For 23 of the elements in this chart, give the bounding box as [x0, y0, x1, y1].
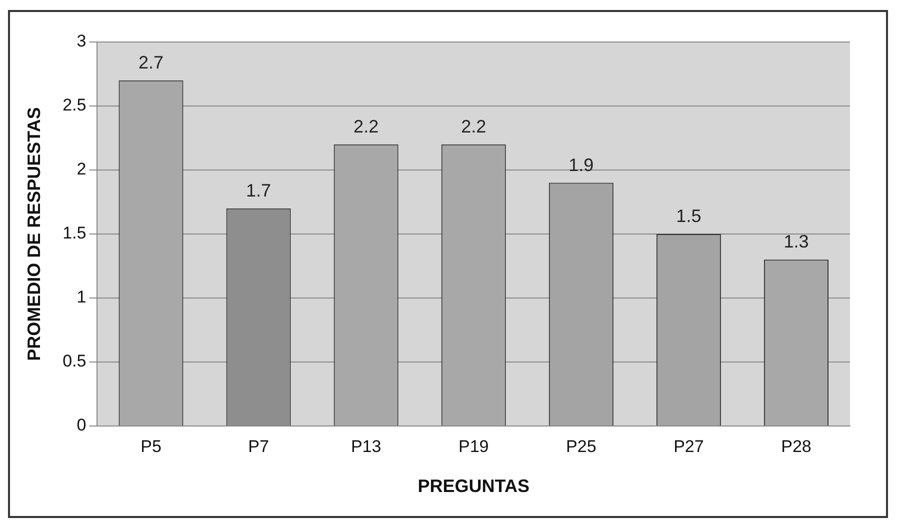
- y-tick-label: 0: [76, 416, 86, 435]
- x-axis-title: PREGUNTAS: [418, 476, 530, 496]
- x-tick-label: P25: [566, 436, 596, 456]
- y-tick-label: 1: [76, 288, 86, 307]
- data-label: 1.7: [246, 180, 272, 200]
- x-tick-label: P5: [140, 436, 162, 456]
- y-tick-label: 3: [76, 32, 86, 51]
- data-label: 2.2: [461, 116, 486, 136]
- data-label: 2.2: [354, 116, 379, 136]
- y-axis-title: PROMEDIO DE RESPUESTAS: [24, 107, 44, 361]
- x-tick-label: P7: [248, 436, 269, 456]
- x-tick-label: P13: [350, 436, 382, 456]
- x-tick-label: P28: [781, 436, 812, 456]
- y-tick-label: 1.5: [62, 224, 86, 243]
- data-label: 1.5: [676, 206, 702, 226]
- y-tick-label: 0.5: [62, 352, 86, 371]
- data-label: 2.7: [138, 52, 164, 72]
- data-label: 1.9: [568, 154, 594, 175]
- x-tick-label: P27: [674, 436, 704, 456]
- y-tick-label: 2: [76, 160, 86, 179]
- data-label: 1.3: [784, 232, 809, 252]
- y-tick-label: 2.5: [62, 96, 86, 115]
- x-tick-label: P19: [458, 436, 489, 456]
